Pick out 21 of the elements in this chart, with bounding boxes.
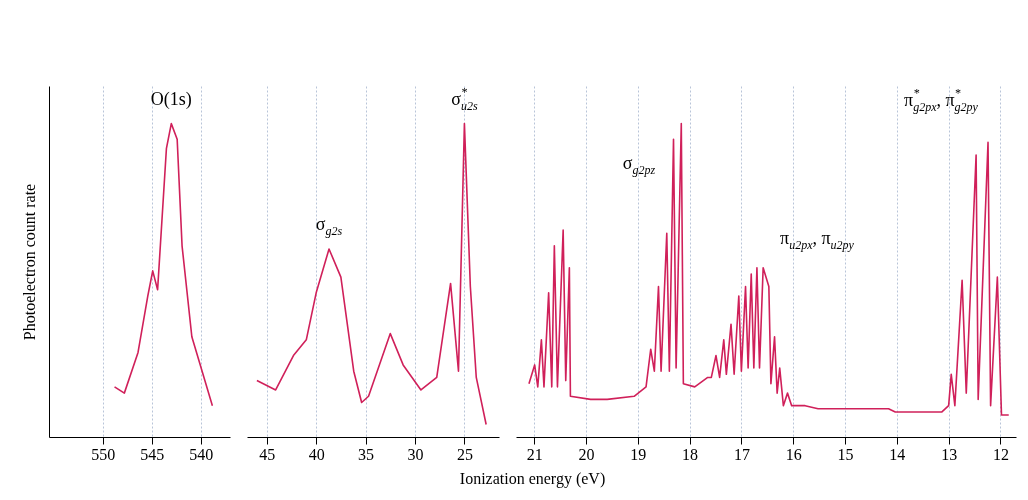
x-tick-label: 45 xyxy=(259,445,276,463)
x-axis-title: Ionization energy (eV) xyxy=(459,469,606,488)
x-tick-label: 13 xyxy=(941,445,958,463)
x-tick-label: 18 xyxy=(682,445,699,463)
y-axis-title: Photoelectron count rate xyxy=(20,183,38,341)
x-tick-label: 12 xyxy=(992,445,1009,463)
x-tick-label: 17 xyxy=(733,445,750,463)
x-tick-label: 540 xyxy=(189,445,214,463)
x-tick-label: 550 xyxy=(91,445,116,463)
x-tick-label: 35 xyxy=(358,445,375,463)
x-tick-label: 30 xyxy=(407,445,424,463)
x-tick-label: 14 xyxy=(889,445,906,463)
x-tick-label: 20 xyxy=(578,445,595,463)
annotation: O(1s) xyxy=(150,88,192,110)
x-tick-label: 21 xyxy=(526,445,543,463)
x-tick-label: 19 xyxy=(630,445,647,463)
x-tick-label: 15 xyxy=(837,445,854,463)
x-tick-label: 40 xyxy=(308,445,325,463)
x-tick-label: 545 xyxy=(140,445,165,463)
x-tick-label: 25 xyxy=(456,445,473,463)
x-tick-label: 16 xyxy=(785,445,802,463)
